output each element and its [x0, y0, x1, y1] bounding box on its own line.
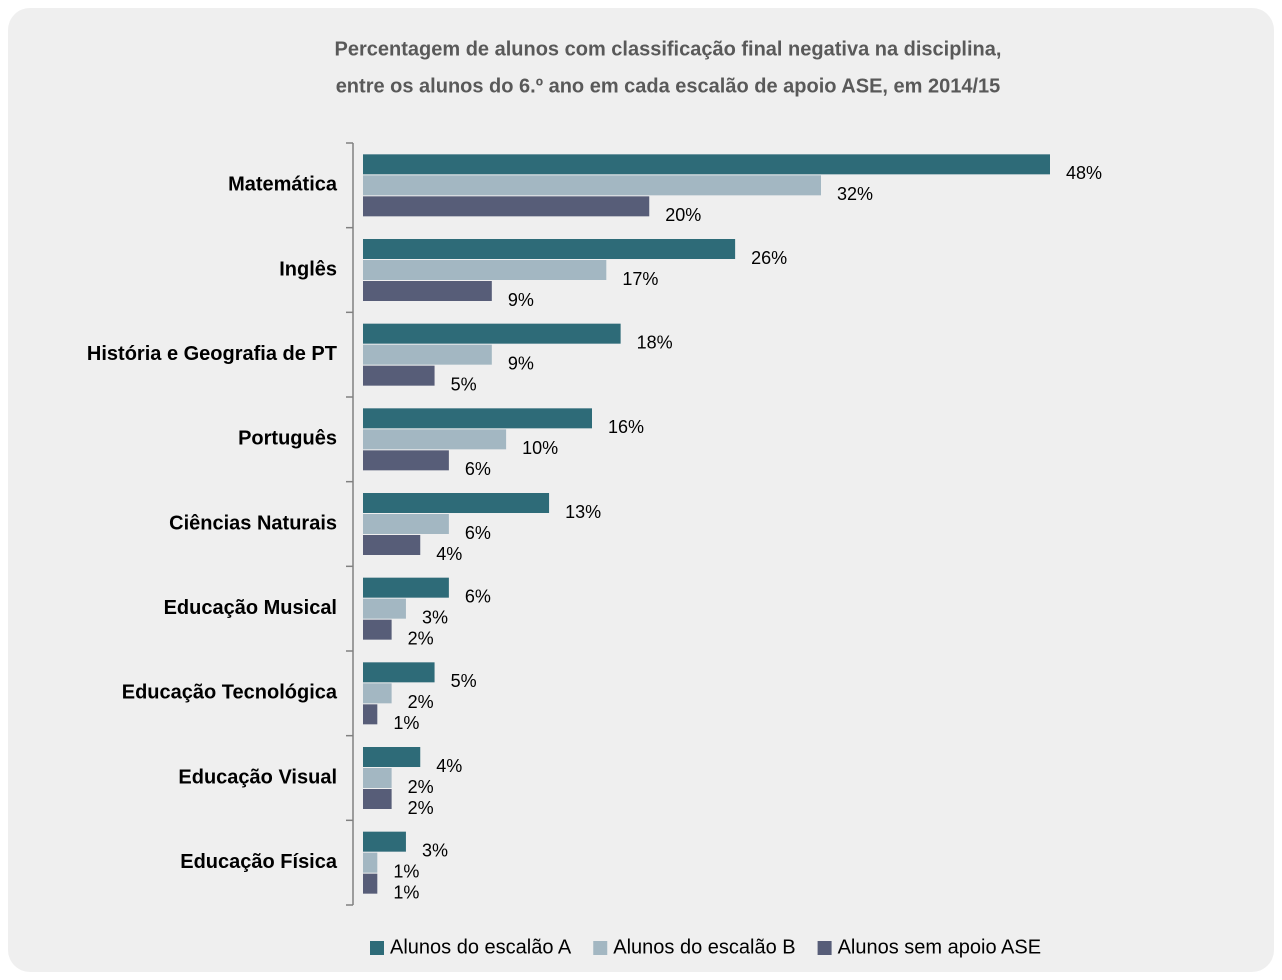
- value-label: 6%: [465, 459, 491, 479]
- value-label: 6%: [465, 523, 491, 543]
- value-label: 10%: [522, 438, 558, 458]
- value-label: 3%: [422, 840, 448, 860]
- category-label: História e Geografia de PT: [87, 343, 337, 365]
- bar: [363, 493, 550, 513]
- value-label: 18%: [637, 332, 673, 352]
- value-label: 3%: [422, 607, 448, 627]
- bar: [363, 260, 607, 280]
- chart-background: [8, 8, 1274, 972]
- value-label: 2%: [408, 692, 434, 712]
- bar: [363, 598, 406, 619]
- legend-swatch: [593, 941, 608, 955]
- bar: [363, 831, 406, 852]
- bar: [363, 619, 392, 640]
- legend-swatch: [817, 941, 832, 955]
- value-label: 17%: [622, 269, 658, 289]
- legend-swatch: [370, 941, 384, 955]
- bar: [363, 323, 621, 344]
- bar: [363, 768, 392, 788]
- value-label: 2%: [408, 777, 434, 797]
- value-label: 5%: [451, 671, 477, 691]
- bar: [363, 175, 821, 196]
- bar: [363, 662, 435, 683]
- value-label: 20%: [665, 205, 701, 225]
- bar: [363, 577, 449, 598]
- value-label: 1%: [393, 882, 419, 902]
- value-label: 2%: [408, 628, 434, 648]
- value-label: 9%: [508, 290, 534, 310]
- value-label: 2%: [408, 798, 434, 818]
- value-label: 48%: [1066, 163, 1102, 183]
- value-label: 1%: [393, 861, 419, 881]
- category-label: Matemática: [228, 174, 338, 196]
- value-label: 4%: [436, 544, 462, 564]
- category-label: Educação Musical: [164, 597, 337, 619]
- value-label: 32%: [837, 184, 873, 204]
- bar: [363, 535, 421, 555]
- chart-title: Percentagem de alunos com classificação …: [335, 38, 1002, 60]
- value-label: 4%: [436, 756, 462, 776]
- bar: [363, 154, 1050, 175]
- legend-label: Alunos sem apoio ASE: [838, 936, 1041, 958]
- category-label: Educação Física: [180, 851, 338, 873]
- bar: [363, 852, 378, 873]
- bar: [363, 514, 449, 534]
- category-label: Educação Tecnológica: [122, 682, 338, 704]
- category-label: Português: [238, 428, 337, 450]
- bar: [363, 281, 492, 301]
- bar: [363, 789, 392, 809]
- value-label: 6%: [465, 586, 491, 606]
- bar: [363, 704, 378, 725]
- value-label: 13%: [565, 502, 601, 522]
- legend-label: Alunos do escalão A: [390, 936, 572, 958]
- value-label: 1%: [393, 713, 419, 733]
- bar: [363, 365, 435, 386]
- bar: [363, 450, 449, 471]
- bar: [363, 408, 592, 429]
- value-label: 9%: [508, 353, 534, 373]
- value-label: 5%: [451, 374, 477, 394]
- category-label: Ciências Naturais: [169, 512, 337, 534]
- chart-title: entre os alunos do 6.º ano em cada escal…: [336, 75, 1001, 97]
- value-label: 16%: [608, 417, 644, 437]
- category-label: Inglês: [279, 258, 337, 280]
- bar: [363, 196, 650, 217]
- category-label: Educação Visual: [178, 766, 337, 788]
- legend-label: Alunos do escalão B: [613, 936, 795, 958]
- bar: [363, 873, 378, 894]
- bar: [363, 747, 421, 767]
- bar: [363, 239, 736, 259]
- bar: [363, 344, 492, 365]
- bar: [363, 429, 507, 450]
- bar: [363, 683, 392, 704]
- value-label: 26%: [751, 248, 787, 268]
